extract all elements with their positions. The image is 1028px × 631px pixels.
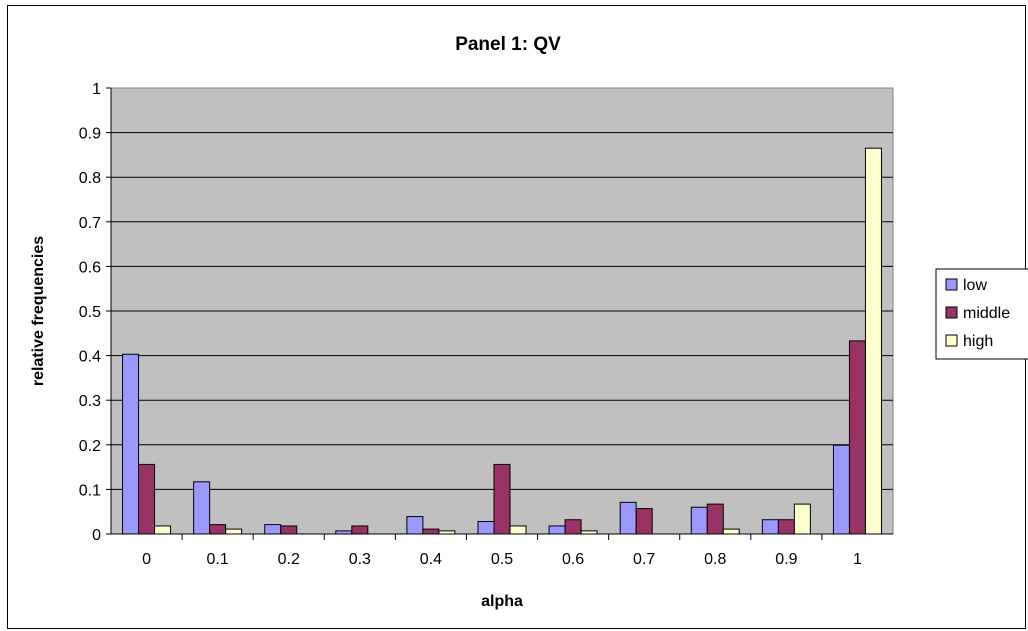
y-tick-label: 0.6 xyxy=(79,259,101,276)
bars xyxy=(122,147,882,535)
y-tick-label: 0.9 xyxy=(79,126,101,143)
bar-low xyxy=(832,444,850,535)
x-tick-label: 0.1 xyxy=(207,551,229,568)
y-tick-label: 0 xyxy=(92,527,101,544)
x-axis-title: alpha xyxy=(481,593,523,610)
bar-middle xyxy=(777,519,795,535)
bar-middle xyxy=(564,519,582,535)
bar-middle xyxy=(706,503,724,535)
bar-low xyxy=(193,481,211,535)
y-tick-label: 0.1 xyxy=(79,482,101,499)
x-tick-label: 0.2 xyxy=(278,551,300,568)
bar-high xyxy=(793,503,811,535)
legend-label-low: low xyxy=(963,277,987,294)
bar-high xyxy=(722,528,740,535)
bar-high xyxy=(509,525,527,535)
chart-title: Panel 1: QV xyxy=(455,34,561,55)
bar-low xyxy=(264,524,282,535)
bar-middle xyxy=(138,463,156,535)
x-tick-label: 0.7 xyxy=(633,551,655,568)
y-tick-label: 0.4 xyxy=(79,349,101,366)
bar-high xyxy=(225,528,243,535)
bar-low xyxy=(619,501,637,535)
x-tick-label: 0.6 xyxy=(562,551,584,568)
legend: low middle high xyxy=(935,268,1028,360)
bar-high xyxy=(154,525,172,535)
y-tick-label: 0.3 xyxy=(79,393,101,410)
bar-low xyxy=(477,521,495,535)
bar-middle xyxy=(848,340,866,535)
x-tick-label: 0.5 xyxy=(491,551,513,568)
bar-low xyxy=(548,525,566,535)
bar-middle xyxy=(209,524,227,535)
x-tick-label: 0.8 xyxy=(704,551,726,568)
y-tick-label: 0.8 xyxy=(79,170,101,187)
bar-high xyxy=(864,147,882,535)
legend-swatch-low xyxy=(945,278,958,291)
x-tick-label: 0.9 xyxy=(775,551,797,568)
x-tick-label: 0 xyxy=(142,551,151,568)
axes xyxy=(106,87,893,540)
bar-low xyxy=(761,519,779,535)
bar-low xyxy=(122,353,140,535)
bar-middle xyxy=(351,525,369,535)
bar-low xyxy=(406,516,424,535)
legend-label-high: high xyxy=(963,333,993,350)
x-tick-label: 0.4 xyxy=(420,551,442,568)
x-tick-labels: 0 0.1 0.2 0.3 0.4 0.5 0.6 0.7 0.8 0.9 1 xyxy=(142,551,862,568)
x-tick-label: 1 xyxy=(853,551,862,568)
y-tick-label: 0.2 xyxy=(79,438,101,455)
bar-middle xyxy=(280,525,298,535)
y-tick-label: 1 xyxy=(92,81,101,98)
legend-swatch-high xyxy=(945,334,958,347)
y-tick-labels: 0 0.1 0.2 0.3 0.4 0.5 0.6 0.7 0.8 0.9 1 xyxy=(79,81,101,544)
bar-middle xyxy=(635,508,653,535)
x-tick-label: 0.3 xyxy=(349,551,371,568)
bar-low xyxy=(690,506,708,535)
gridlines xyxy=(111,132,893,490)
legend-swatch-middle xyxy=(945,306,958,319)
bar-middle xyxy=(422,528,440,535)
y-tick-label: 0.7 xyxy=(79,215,101,232)
y-tick-label: 0.5 xyxy=(79,304,101,321)
y-axis-title: relative frequencies xyxy=(30,236,47,386)
bar-middle xyxy=(493,463,511,535)
legend-label-middle: middle xyxy=(963,305,1010,322)
